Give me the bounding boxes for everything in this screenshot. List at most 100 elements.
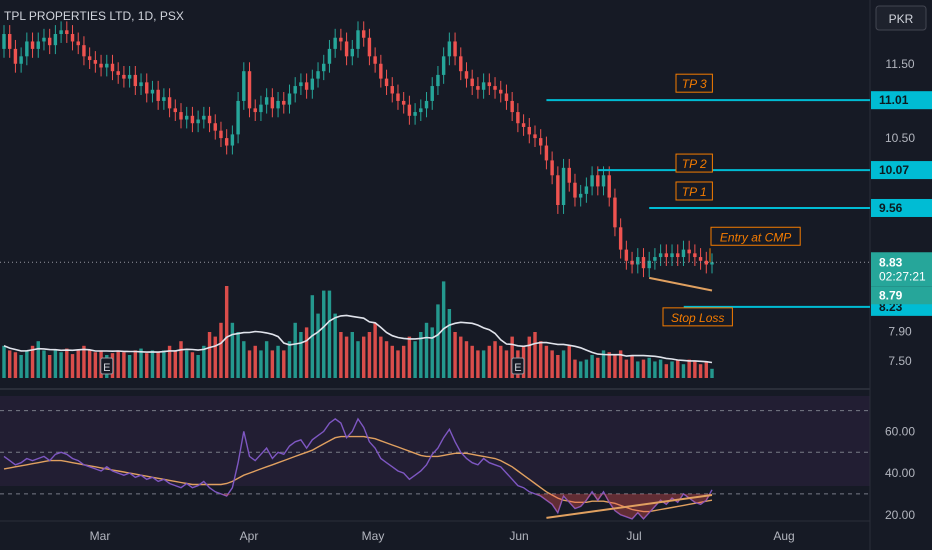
volume-bar: [459, 336, 463, 378]
tp2-box[interactable]: [675, 153, 713, 173]
volume-bar: [390, 345, 394, 378]
current-price-value: 8.83: [879, 255, 903, 269]
candle-body: [322, 63, 326, 72]
volume-bar: [259, 350, 263, 378]
candle-body: [304, 82, 309, 90]
tp3-price-label-box: [871, 91, 932, 110]
candle-body: [436, 74, 440, 87]
candle-body: [521, 123, 526, 127]
candle-body: [19, 56, 23, 64]
tp1-price-label: 9.56: [879, 201, 903, 215]
tp1-label: TP 1: [682, 185, 707, 199]
candle-body: [544, 145, 549, 161]
candle-body: [533, 134, 537, 139]
volume-bar: [447, 309, 452, 378]
candle-body: [93, 60, 98, 64]
tp3-label: TP 3: [682, 77, 707, 91]
candle-body: [30, 41, 35, 49]
currency-button[interactable]: [875, 5, 927, 31]
volume-bar: [287, 341, 292, 378]
volume-bar: [213, 336, 217, 378]
candle-body: [207, 115, 212, 124]
volume-bar: [184, 350, 189, 378]
candle-body: [447, 41, 452, 57]
candle-body: [116, 71, 120, 75]
volume-bar: [224, 286, 229, 378]
volume-bar: [13, 352, 18, 378]
volume-bar: [567, 345, 571, 378]
candle-body: [487, 82, 492, 87]
candle-body: [698, 257, 703, 261]
volume-bar: [207, 332, 212, 378]
candle-body: [316, 71, 320, 79]
candle-body: [470, 78, 474, 87]
candle-body: [596, 175, 600, 187]
volume-bar: [493, 341, 497, 378]
volume-bar: [65, 348, 69, 378]
candle-body: [538, 138, 543, 146]
candle-body: [82, 45, 86, 57]
countdown-timer: 02:27:21: [879, 269, 926, 283]
tp2-price-label-box: [871, 161, 932, 180]
earnings-marker[interactable]: [100, 357, 114, 375]
volume-bar: [676, 359, 680, 378]
volume-bar: [76, 350, 80, 378]
tp1-box[interactable]: [675, 181, 713, 201]
volume-bar: [356, 341, 360, 378]
candle-body: [670, 253, 674, 258]
time-tick-label: Mar: [90, 529, 111, 543]
candle-body: [127, 74, 132, 79]
candle-body: [184, 115, 189, 120]
volume-bar: [373, 322, 377, 378]
volume-bar: [379, 336, 383, 378]
candle-body: [156, 89, 160, 101]
volume-bar: [481, 350, 486, 378]
time-tick-label: May: [362, 529, 385, 543]
earnings-marker[interactable]: [511, 357, 525, 375]
tp3-box[interactable]: [675, 73, 713, 93]
candle-body: [459, 56, 463, 72]
stop-loss-box[interactable]: [662, 307, 733, 327]
candle-body: [25, 41, 29, 57]
candle-body: [601, 175, 606, 187]
candle-body: [230, 134, 235, 146]
candle-body: [693, 253, 697, 258]
volume-bar: [333, 313, 337, 378]
candle-body: [441, 56, 446, 75]
price-trendline[interactable]: [648, 276, 713, 292]
volume-bar: [2, 345, 6, 378]
volume-bar: [299, 332, 303, 378]
volume-bar: [47, 355, 52, 378]
candle-body: [293, 86, 297, 94]
volume-bar: [538, 341, 543, 378]
candle-body: [453, 41, 457, 57]
candle-body: [653, 257, 657, 261]
currency-label: PKR: [889, 12, 914, 26]
candle-body: [42, 37, 46, 42]
volume-bar: [7, 350, 12, 378]
candle-body: [47, 37, 52, 46]
candle-body: [76, 41, 80, 46]
candle-body: [53, 34, 58, 46]
volume-bar: [533, 332, 537, 378]
candle-body: [122, 74, 126, 79]
entry-box[interactable]: [710, 226, 801, 246]
volume-bar: [53, 350, 58, 378]
candle-body: [145, 82, 149, 94]
candle-body: [499, 89, 503, 94]
volume-bar: [247, 350, 252, 378]
volume-bar: [636, 361, 640, 378]
volume-bar: [670, 361, 674, 378]
candle-body: [527, 126, 532, 135]
candle-body: [413, 112, 417, 116]
candle-body: [676, 253, 680, 258]
volume-bar: [230, 322, 235, 378]
candle-body: [493, 86, 497, 90]
volume-bar: [127, 355, 132, 378]
volume-bar: [578, 361, 583, 378]
rsi-trendline[interactable]: [546, 493, 713, 519]
candle-body: [264, 97, 269, 105]
candle-body: [196, 119, 200, 124]
volume-bar: [527, 336, 532, 378]
